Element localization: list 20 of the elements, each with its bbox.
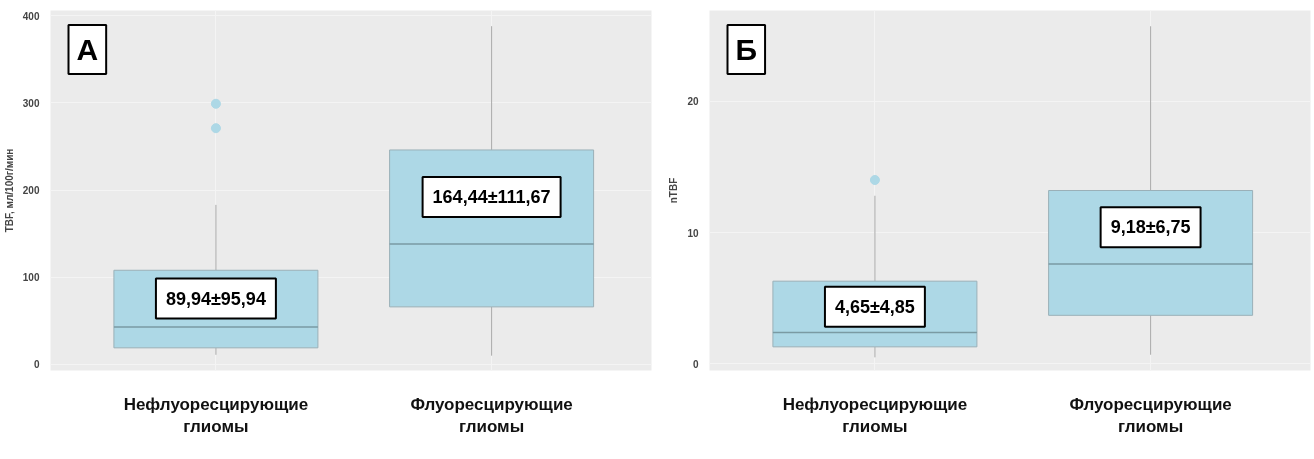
- y-axis-title: nTBF: [668, 177, 680, 204]
- y-tick-label: 0: [692, 358, 699, 370]
- text: А: [76, 32, 99, 66]
- x-tick-label: Нефлуоресцирующие глиомы: [123, 394, 309, 437]
- y-tick-label: 100: [22, 272, 40, 284]
- x-tick-label: Флуоресцирующие глиомы: [1069, 394, 1232, 437]
- y-tick-label: 200: [22, 185, 40, 197]
- annotation: 9,18±6,75: [1110, 217, 1191, 238]
- y-tick-label: 20: [687, 96, 699, 108]
- annotation: 89,94±95,94: [165, 288, 266, 309]
- annotation: 4,65±4,85: [834, 296, 915, 317]
- y-axis-title: TBF, мл/100г/мин: [3, 148, 15, 233]
- y-tick-label: 0: [33, 359, 40, 371]
- y-tick-label: 300: [22, 97, 40, 109]
- annotation: 164,44±111,67: [432, 187, 551, 208]
- x-tick-label: Нефлуоресцирующие глиомы: [782, 394, 968, 437]
- x-tick-label: Флуоресцирующие глиомы: [410, 394, 573, 437]
- y-tick-label: 10: [687, 227, 699, 239]
- y-tick-label: 400: [22, 10, 40, 22]
- text: Б: [735, 32, 758, 66]
